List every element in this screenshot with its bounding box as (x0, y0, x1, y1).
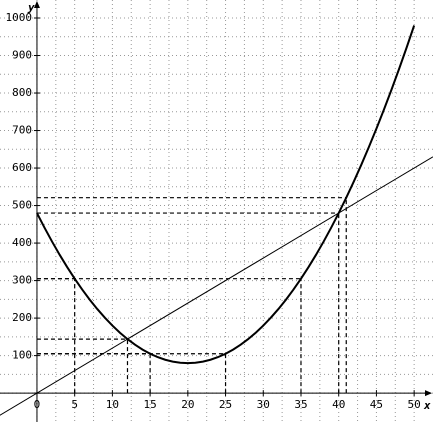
x-tick-label: 10 (106, 398, 119, 411)
y-tick-label: 400 (12, 236, 32, 249)
y-tick-label: 800 (12, 86, 32, 99)
curve (36, 25, 416, 365)
x-tick-label: 45 (370, 398, 383, 411)
x-tick-label: 15 (143, 398, 156, 411)
y-tick-label: 900 (12, 49, 32, 62)
y-axis-label: y (27, 1, 35, 14)
curve (0, 156, 433, 416)
y-arrow (33, 1, 40, 8)
y-tick-label: 300 (12, 274, 32, 287)
y-tick-label: 700 (12, 124, 32, 137)
x-tick-label: 40 (332, 398, 345, 411)
x-axis-label: x (423, 399, 431, 412)
x-tick-label: 25 (219, 398, 232, 411)
y-tick-label: 600 (12, 161, 32, 174)
y-tick-label: 200 (12, 311, 32, 324)
y-tick-label: 500 (12, 199, 32, 212)
x-arrow (425, 390, 432, 397)
x-tick-label: 20 (181, 398, 194, 411)
y-tick-label: 1000 (5, 11, 32, 24)
x-tick-label: 35 (294, 398, 307, 411)
x-tick-label: 30 (257, 398, 270, 411)
x-tick-label: 5 (71, 398, 78, 411)
x-tick-label: 50 (408, 398, 421, 411)
y-tick-label: 100 (12, 349, 32, 362)
